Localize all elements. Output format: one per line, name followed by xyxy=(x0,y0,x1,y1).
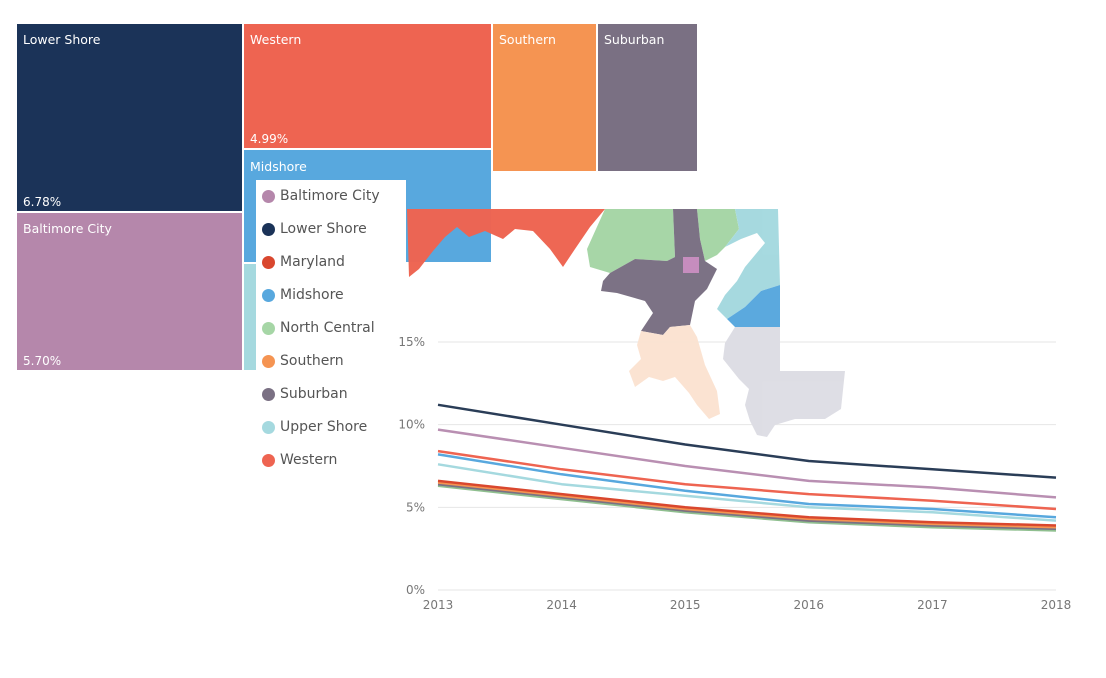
series-line-western[interactable] xyxy=(437,449,1057,511)
tile-value: 6.78% xyxy=(23,195,62,209)
y-tick-label: 15% xyxy=(398,335,425,349)
legend-item-north-central[interactable]: North Central xyxy=(262,318,375,338)
legend-label: Western xyxy=(280,452,338,468)
legend-label: Maryland xyxy=(280,254,345,270)
map-region-suburban[interactable] xyxy=(601,209,717,335)
maryland-map xyxy=(407,209,845,437)
y-tick-label: 5% xyxy=(406,500,425,514)
legend-swatch xyxy=(262,255,275,269)
legend-label: Midshore xyxy=(280,287,344,303)
x-tick-label: 2013 xyxy=(423,598,454,612)
legend-swatch xyxy=(262,189,275,203)
map-region-midshore[interactable] xyxy=(727,285,780,327)
x-tick-label: 2014 xyxy=(546,598,577,612)
map-region-lower-shore[interactable] xyxy=(723,327,845,437)
x-tick-label: 2016 xyxy=(794,598,825,612)
legend-item-maryland[interactable]: Maryland xyxy=(262,252,345,272)
legend-item-baltimore-city[interactable]: Baltimore City xyxy=(262,186,380,206)
legend-swatch xyxy=(262,354,275,368)
legend-swatch xyxy=(262,222,275,236)
legend-item-lower-shore[interactable]: Lower Shore xyxy=(262,219,367,239)
treemap-tile-suburban[interactable]: Suburban xyxy=(598,24,697,171)
treemap-tile-baltimore-city[interactable]: Baltimore City 5.70% xyxy=(17,213,242,370)
series-line-maryland[interactable] xyxy=(437,479,1057,527)
legend-item-midshore[interactable]: Midshore xyxy=(262,285,344,305)
x-tick-label: 2017 xyxy=(917,598,948,612)
map-region-western[interactable] xyxy=(407,209,605,277)
legend-label: Lower Shore xyxy=(280,221,367,237)
tile-label: Lower Shore xyxy=(23,32,101,47)
legend-item-western[interactable]: Western xyxy=(262,450,337,470)
series-line-upper-shore[interactable] xyxy=(437,463,1057,522)
legend-item-upper-shore[interactable]: Upper Shore xyxy=(262,417,367,437)
legend-swatch xyxy=(262,387,275,401)
x-tick-label: 2015 xyxy=(670,598,701,612)
x-tick-label: 2018 xyxy=(1041,598,1072,612)
map-region-upper-shore[interactable] xyxy=(717,209,780,319)
legend-label: North Central xyxy=(280,320,375,336)
map-region-north-central-east[interactable] xyxy=(697,209,739,261)
treemap-tile-lower-shore[interactable]: Lower Shore 6.78% xyxy=(17,24,242,211)
legend-label: Upper Shore xyxy=(280,419,368,435)
tile-value: 5.70% xyxy=(23,354,62,368)
series-lines xyxy=(437,403,1057,532)
map-region-baltimore-city[interactable] xyxy=(683,257,699,273)
legend-label: Suburban xyxy=(280,386,348,402)
series-line-north-central[interactable] xyxy=(437,484,1057,532)
y-axis: 0% 5% 10% 15% xyxy=(398,335,425,597)
treemap-tile-western[interactable]: Western 4.99% xyxy=(244,24,491,148)
treemap-tile-southern[interactable]: Southern xyxy=(493,24,596,171)
series-line-midshore[interactable] xyxy=(437,453,1057,519)
legend: Baltimore City Lower Shore Maryland Mids… xyxy=(256,180,406,480)
x-axis: 2013 2014 2015 2016 2017 2018 xyxy=(423,598,1072,612)
legend-label: Southern xyxy=(280,353,344,369)
y-tick-label: 0% xyxy=(406,583,425,597)
series-line-baltimore-city[interactable] xyxy=(437,428,1057,499)
legend-swatch xyxy=(262,288,275,302)
tile-label: Suburban xyxy=(604,32,665,47)
y-tick-label: 10% xyxy=(398,418,425,432)
tile-label: Southern xyxy=(499,32,556,47)
legend-swatch xyxy=(262,420,275,434)
legend-item-southern[interactable]: Southern xyxy=(262,351,344,371)
legend-item-suburban[interactable]: Suburban xyxy=(262,384,348,404)
map-region-southern[interactable] xyxy=(629,325,720,419)
treemap-tile-upper-shore[interactable] xyxy=(244,264,258,370)
map-region-north-central[interactable] xyxy=(587,209,675,273)
series-line-southern[interactable] xyxy=(437,481,1057,529)
tile-label: Baltimore City xyxy=(23,221,112,236)
series-line-suburban[interactable] xyxy=(437,482,1057,531)
line-chart: 0% 5% 10% 15% 2013 2014 2015 2016 2017 2018 xyxy=(398,335,1072,612)
tile-value: 4.99% xyxy=(250,132,289,146)
tile-label: Midshore xyxy=(250,159,307,174)
legend-swatch xyxy=(262,453,275,467)
tile-label: Western xyxy=(250,32,302,47)
legend-label: Baltimore City xyxy=(280,188,380,204)
series-line-lower-shore[interactable] xyxy=(437,403,1057,479)
legend-swatch xyxy=(262,321,275,335)
